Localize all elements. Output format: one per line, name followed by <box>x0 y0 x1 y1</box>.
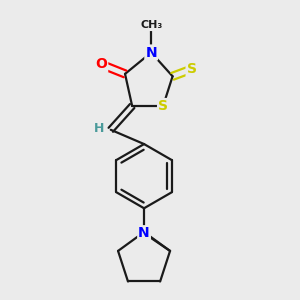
Text: O: O <box>95 57 107 71</box>
Text: S: S <box>187 62 196 76</box>
Text: CH₃: CH₃ <box>140 20 162 30</box>
Text: N: N <box>138 226 150 240</box>
Text: H: H <box>94 122 104 135</box>
Text: S: S <box>158 99 168 113</box>
Text: N: N <box>146 46 157 59</box>
